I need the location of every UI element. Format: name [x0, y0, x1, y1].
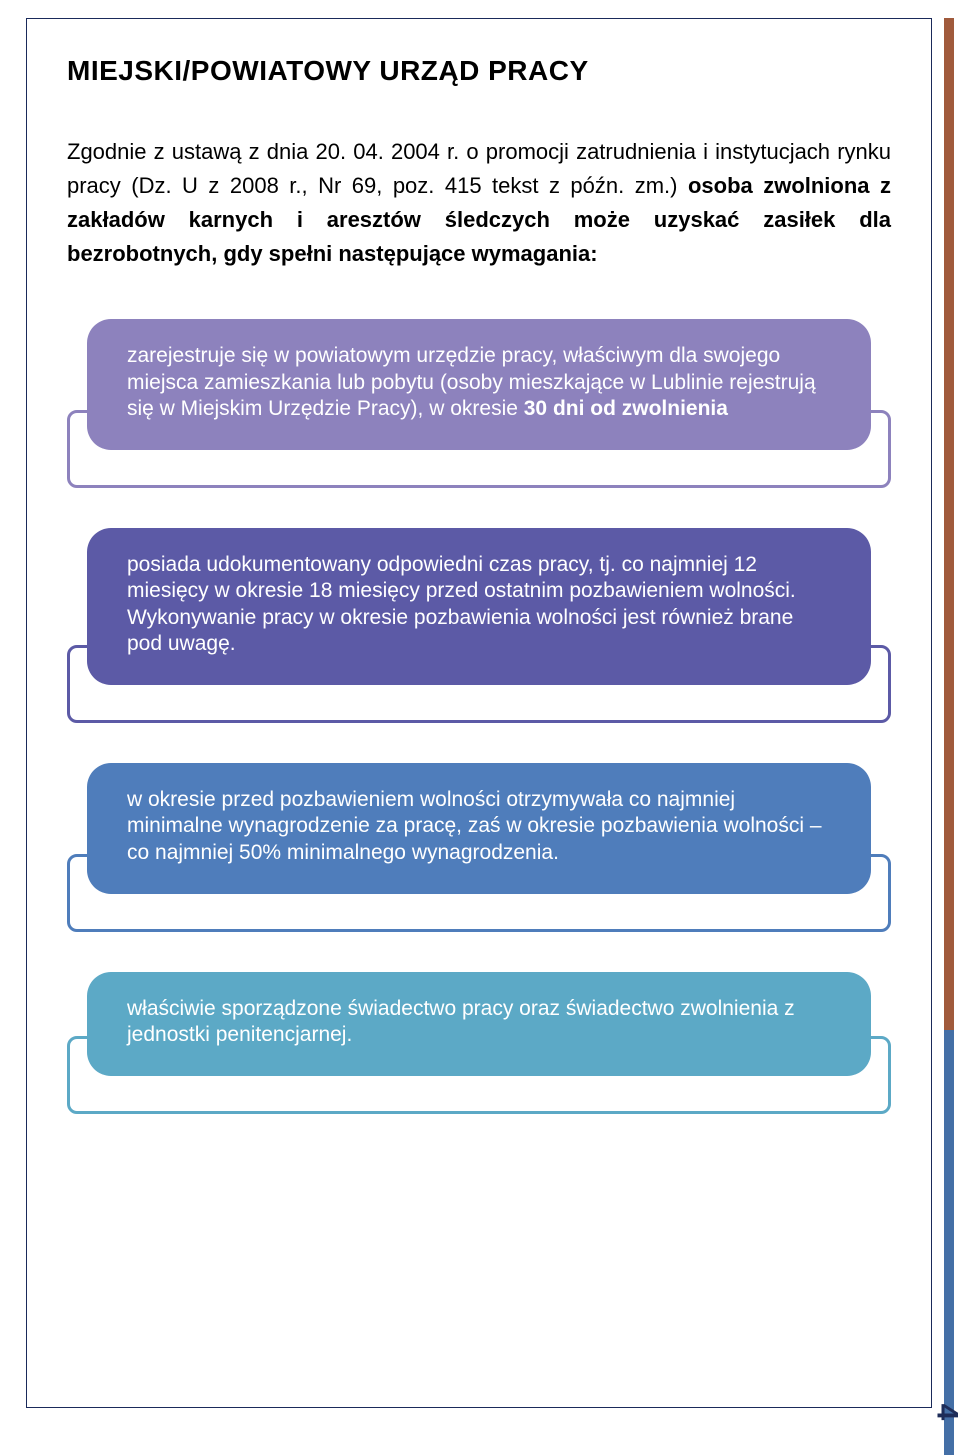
callout-group-4: właściwie sporządzone świadectwo pracy o…	[67, 972, 891, 1115]
page-title: MIEJSKI/POWIATOWY URZĄD PRACY	[67, 55, 891, 87]
callout-4: właściwie sporządzone świadectwo pracy o…	[87, 972, 871, 1077]
callout-3: w okresie przed pozbawieniem wolności ot…	[87, 763, 871, 894]
callout-1: zarejestruje się w powiatowym urzędzie p…	[87, 319, 871, 450]
page-frame: MIEJSKI/POWIATOWY URZĄD PRACY Zgodnie z …	[26, 18, 932, 1408]
intro-paragraph: Zgodnie z ustawą z dnia 20. 04. 2004 r. …	[67, 135, 891, 271]
page-number: 4	[930, 1404, 960, 1421]
callout-group-1: zarejestruje się w powiatowym urzędzie p…	[67, 319, 891, 488]
right-margin-strip-bottom	[944, 1030, 954, 1455]
callout-group-3: w okresie przed pozbawieniem wolności ot…	[67, 763, 891, 932]
callout-group-2: posiada udokumentowany odpowiedni czas p…	[67, 528, 891, 723]
right-margin-strip-top	[944, 18, 954, 1030]
callout-2: posiada udokumentowany odpowiedni czas p…	[87, 528, 871, 685]
